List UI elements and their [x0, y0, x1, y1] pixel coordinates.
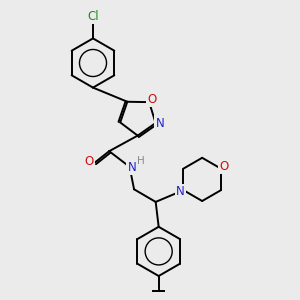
- Text: N: N: [176, 185, 185, 198]
- Text: N: N: [156, 117, 164, 130]
- Text: Cl: Cl: [88, 10, 99, 23]
- Text: H: H: [137, 156, 145, 167]
- Text: O: O: [85, 155, 94, 169]
- Text: N: N: [128, 161, 136, 174]
- Text: O: O: [147, 93, 156, 106]
- Text: O: O: [219, 160, 229, 173]
